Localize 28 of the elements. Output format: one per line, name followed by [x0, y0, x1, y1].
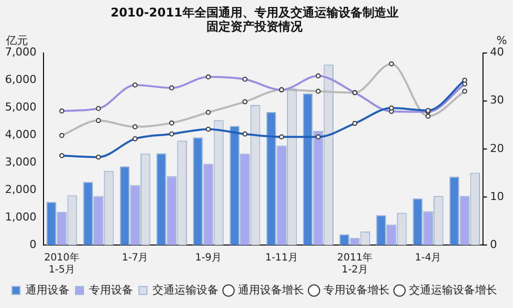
- x-tick-label: 1-11月: [265, 252, 298, 264]
- x-tick-label: 1-9月: [195, 252, 222, 264]
- y-tick-label: 4,000: [4, 128, 36, 142]
- y-tick-label: 2,000: [4, 182, 36, 196]
- legend-label: 通用设备: [26, 283, 70, 296]
- y2-tick-label: 30: [490, 94, 504, 107]
- chart-title: 2010-2011年全国通用、专用及交通运输设备制造业固定资产投资情况: [110, 5, 398, 34]
- y2-tick-label: 20: [490, 142, 504, 155]
- y-tick-label: 0: [29, 238, 36, 251]
- legend-label: 通用设备增长: [238, 283, 304, 296]
- y-tick-label: 5,000: [4, 100, 36, 114]
- x-tick-label: 1-4月: [414, 252, 442, 264]
- y-tick-label: 3,000: [4, 155, 36, 168]
- y2-tick-label: 40: [490, 46, 504, 59]
- y2-tick-label: 0: [490, 238, 498, 251]
- x-tick-label: 2010年 1-5月: [44, 252, 80, 276]
- x-tick-label: 2011年 1-2月: [337, 252, 373, 276]
- y2-axis-title: %: [496, 34, 507, 48]
- legend-label: 交通运输设备增长: [409, 283, 497, 296]
- y-tick-label: 1,000: [4, 210, 36, 224]
- legend-label: 专用设备增长: [324, 283, 390, 296]
- y-tick-label: 7,000: [4, 46, 36, 59]
- y-tick-label: 6,000: [4, 73, 36, 86]
- x-tick-label: 1-7月: [122, 252, 148, 264]
- y2-tick-label: 10: [490, 190, 504, 203]
- y-axis-title: 亿元: [5, 34, 28, 48]
- legend-label: 交通运输设备: [152, 283, 218, 296]
- legend-label: 专用设备: [89, 283, 133, 296]
